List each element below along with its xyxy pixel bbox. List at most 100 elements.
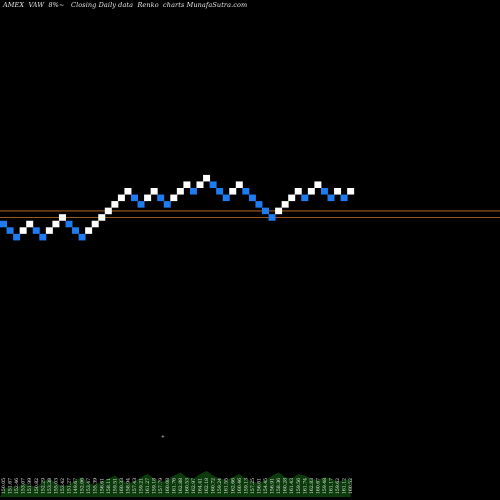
x-tick-label: 159.24 xyxy=(217,478,223,494)
renko-brick-up xyxy=(314,181,322,188)
x-tick-label: 150.05 xyxy=(1,478,7,494)
x-tick-label: 159.56 xyxy=(296,478,302,494)
renko-brick-up xyxy=(98,214,106,221)
x-tick-label: 161.55 xyxy=(224,478,230,494)
x-tick-label: 160.67 xyxy=(315,478,321,494)
renko-brick-up xyxy=(111,201,119,208)
renko-brick-down xyxy=(163,201,171,208)
renko-brick-up xyxy=(294,188,302,195)
x-tick-label: 161.43 xyxy=(289,478,295,494)
renko-brick-up xyxy=(281,201,289,208)
x-tick-label: 157.25 xyxy=(250,478,256,494)
renko-brick-down xyxy=(209,181,217,188)
x-tick-label: 157.79 xyxy=(158,478,164,494)
x-tick-label: 159.18 xyxy=(152,478,158,494)
renko-brick-up xyxy=(26,220,34,228)
x-tick-label: 162.83 xyxy=(309,478,315,494)
x-tick-label: 159.51 xyxy=(112,478,118,494)
x-tick-label: 160.08 xyxy=(165,478,171,494)
renko-brick-down xyxy=(255,201,263,208)
x-tick-label: 151.67 xyxy=(8,478,14,494)
renko-brick-up xyxy=(58,214,66,221)
renko-brick-down xyxy=(242,188,250,195)
renko-brick-down xyxy=(39,233,47,241)
x-tick-label: 157.43 xyxy=(132,478,138,494)
renko-brick-down xyxy=(262,207,269,215)
renko-brick-down xyxy=(189,188,197,195)
reference-lines xyxy=(0,210,500,218)
x-tick-label: 156.61 xyxy=(99,478,105,494)
renko-brick-up xyxy=(85,227,93,234)
x-tick-label: 161.17 xyxy=(329,478,335,494)
x-tick-label: 161.27 xyxy=(145,478,151,494)
renko-brick-up xyxy=(170,194,178,202)
x-tick-label: 159.13 xyxy=(243,478,249,494)
volume-area xyxy=(0,471,351,497)
x-tick-label: 161.76 xyxy=(171,478,177,494)
x-tick-label: 151.99 xyxy=(27,478,33,494)
renko-brick-up xyxy=(104,207,112,215)
x-tick-label: 159.48 xyxy=(322,478,328,494)
x-tick-label: 159.21 xyxy=(139,478,145,494)
renko-brick-down xyxy=(137,201,145,208)
renko-brick-down xyxy=(131,194,138,202)
renko-brick-up xyxy=(150,188,158,195)
renko-brick-down xyxy=(13,233,21,241)
renko-brick-down xyxy=(0,220,7,228)
renko-brick-up xyxy=(45,227,53,234)
x-tick-label: 149.67 xyxy=(73,478,79,494)
x-tick-label: 154.45 xyxy=(263,478,269,494)
x-tick-label: 160.53 xyxy=(184,478,190,494)
x-tick-label: 158.36 xyxy=(276,478,282,494)
renko-brick-up xyxy=(275,207,283,215)
x-tick-label: 156.61 xyxy=(256,478,262,494)
renko-brick-down xyxy=(6,227,14,234)
x-tick-label: 159.62 xyxy=(335,478,341,494)
x-tick-label: 160.46 xyxy=(237,478,243,494)
x-tick-label: 152.29 xyxy=(40,478,46,494)
renko-brick-down xyxy=(216,188,224,195)
renko-bricks xyxy=(0,174,355,241)
x-tick-label: 152.06 xyxy=(80,478,86,494)
renko-brick-up xyxy=(144,194,152,202)
renko-brick-up xyxy=(288,194,296,202)
renko-brick-up xyxy=(176,188,184,195)
renko-brick-up xyxy=(196,181,204,188)
x-tick-label: 151.27 xyxy=(67,478,73,494)
renko-brick-down xyxy=(340,194,348,202)
volume-marker: + xyxy=(161,434,165,440)
x-tick-label: 158.94 xyxy=(125,478,131,494)
x-tick-label: 153.07 xyxy=(21,478,27,494)
renko-brick-down xyxy=(248,194,256,202)
x-tick-label: 150.82 xyxy=(34,478,40,494)
x-tick-label: 164.41 xyxy=(198,478,204,494)
x-tick-label: 162.88 xyxy=(178,478,184,494)
x-tick-label: 155.39 xyxy=(93,478,99,494)
renko-brick-up xyxy=(347,188,355,195)
x-tick-label: 160.28 xyxy=(283,478,289,494)
renko-brick-up xyxy=(91,220,99,228)
renko-brick-down xyxy=(78,233,86,241)
x-tick-label: 161.12 xyxy=(342,478,348,494)
renko-brick-down xyxy=(157,194,165,202)
x-tick-label: 160.52 xyxy=(348,478,354,494)
x-tick-label: 162.66 xyxy=(230,478,236,494)
renko-brick-up xyxy=(183,181,191,188)
renko-brick-up xyxy=(235,181,243,188)
renko-brick-up xyxy=(19,227,27,234)
renko-brick-down xyxy=(222,194,230,202)
renko-brick-down xyxy=(268,214,276,221)
x-tick-label: 160.33 xyxy=(119,478,125,494)
x-tick-label: 153.38 xyxy=(47,478,53,494)
x-tick-label: 162.18 xyxy=(204,478,210,494)
x-tick-label: 156.91 xyxy=(270,478,276,494)
renko-brick-down xyxy=(65,220,73,228)
x-tick-label: 153.42 xyxy=(60,478,66,494)
x-tick-label: 152.46 xyxy=(14,478,20,494)
renko-brick-down xyxy=(72,227,80,234)
chart-title: AMEX VAW 8%~ Closing Daily data Renko ch… xyxy=(3,1,248,9)
x-tick-label: 162.97 xyxy=(191,478,197,494)
x-axis-tick-labels: 150.05 151.67 152.46 153.07 151.99 150.82 152.… xyxy=(1,478,354,494)
renko-brick-down xyxy=(301,194,309,202)
